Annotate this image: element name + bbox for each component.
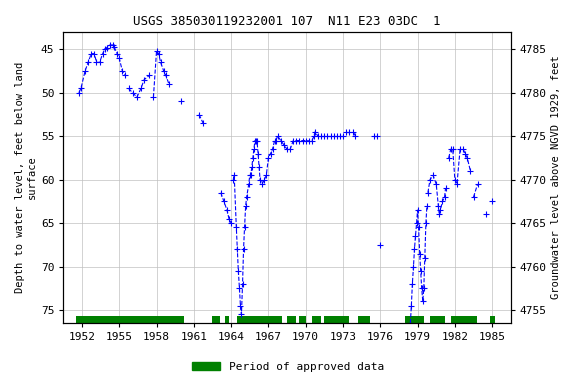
Y-axis label: Depth to water level, feet below land
surface: Depth to water level, feet below land su… <box>15 62 37 293</box>
Y-axis label: Groundwater level above NGVD 1929, feet: Groundwater level above NGVD 1929, feet <box>551 56 561 300</box>
Legend: Period of approved data: Period of approved data <box>188 358 388 377</box>
Title: USGS 385030119232001 107  N11 E23 03DC  1: USGS 385030119232001 107 N11 E23 03DC 1 <box>133 15 441 28</box>
